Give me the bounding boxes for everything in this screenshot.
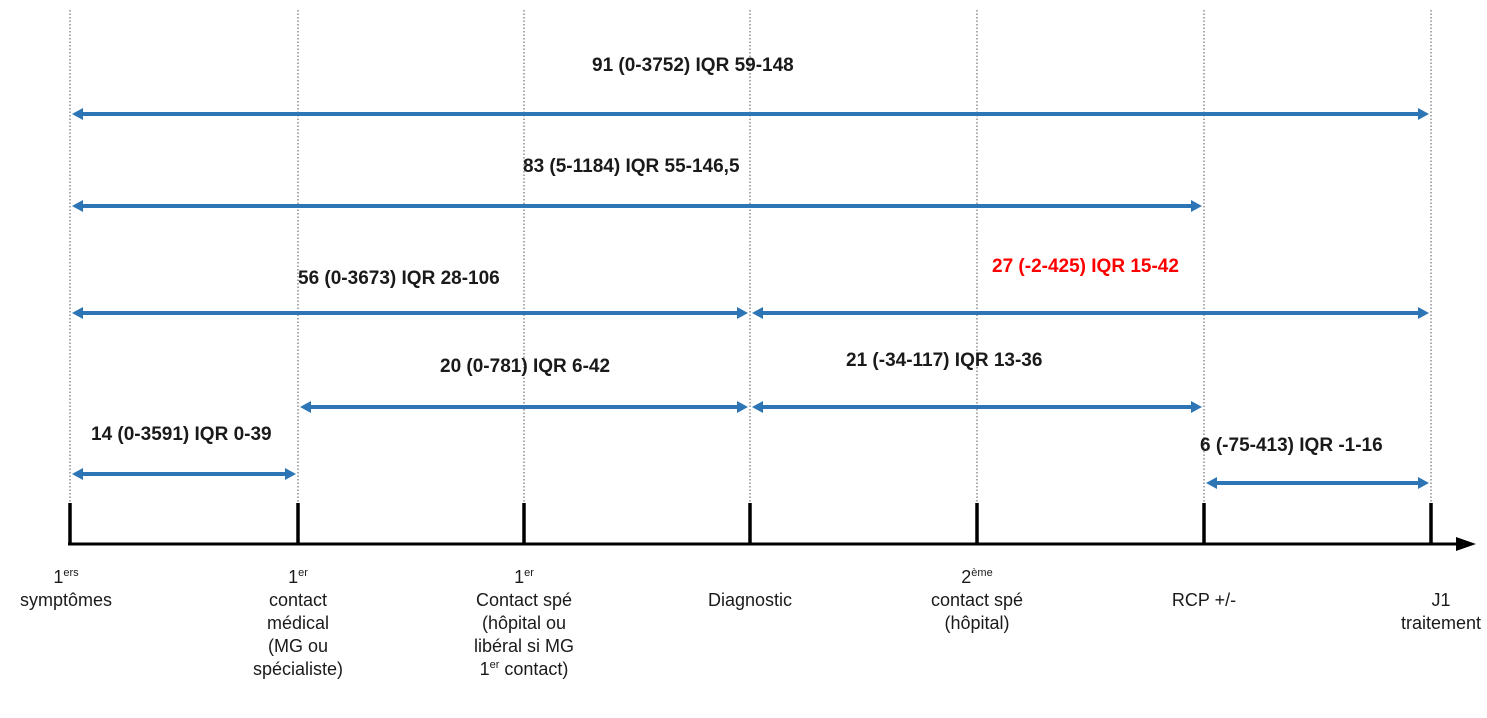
milestone-ordinal-suffix: er [524,567,534,579]
interval-label-6: 14 (0-3591) IQR 0-39 [91,424,272,445]
milestone-first-medical-contact: 1er contact médical (MG ou spécialiste) [223,566,373,681]
milestone-line: 1er [449,566,599,589]
milestone-ordinal-suffix: er [489,659,500,671]
interval-label-7: 6 (-75-413) IQR -1-16 [1200,435,1383,456]
milestone-ordinal: 1 [53,567,64,587]
milestone-line-rest: contact) [499,659,569,679]
interval-label-3: 27 (-2-425) IQR 15-42 [992,256,1179,277]
interval-arrow-head-left [72,307,83,319]
axis-arrowhead [1456,537,1476,551]
interval-arrow-2 [72,307,748,319]
milestone-ordinal-suffix: ème [971,567,993,579]
interval-label-0: 91 (0-3752) IQR 59-148 [592,55,794,76]
milestone-ordinal-suffix: er [298,567,308,579]
milestone-diagnostic: Diagnostic [675,589,825,612]
milestone-j1-treatment: J1 traitement [1366,589,1487,635]
milestone-ordinal: 1 [288,567,299,587]
milestone-line: 1er contact) [449,658,599,681]
interval-arrow-1 [72,200,1202,212]
milestone-ordinal: 1 [479,659,490,679]
milestone-line: Diagnostic [707,590,793,610]
interval-arrow-head-left [300,401,311,413]
milestone-first-symptoms: 1ers symptômes [0,566,141,612]
milestone-line: 1er [223,566,373,589]
interval-arrow-head-right [285,468,296,480]
interval-arrow-4 [300,401,748,413]
timeline-axis [68,503,1476,551]
interval-arrow-3 [752,307,1429,319]
milestone-line: (hôpital) [944,613,1010,633]
interval-arrow-head-left [752,307,763,319]
interval-arrow-head-right [737,401,748,413]
milestone-line: spécialiste) [252,659,344,679]
milestone-line: 2ème [902,566,1052,589]
milestone-line: Contact spé [475,590,573,610]
milestone-line: (MG ou [267,636,328,656]
milestone-line: J1 [1431,590,1451,610]
milestone-ordinal: 2 [961,567,972,587]
interval-arrow-head-left [752,401,763,413]
interval-arrows [72,108,1429,489]
interval-arrow-head-right [737,307,748,319]
milestone-second-specialist-contact: 2ème contact spé (hôpital) [902,566,1052,635]
milestone-line: libéral si MG [473,636,575,656]
interval-arrow-head-right [1191,200,1202,212]
milestone-ordinal-suffix: ers [63,567,79,579]
interval-arrow-0 [72,108,1429,120]
interval-arrow-head-right [1418,307,1429,319]
interval-arrow-head-right [1418,108,1429,120]
interval-label-2: 56 (0-3673) IQR 28-106 [298,268,500,289]
milestone-ordinal: 1 [514,567,525,587]
milestone-line: médical [266,613,330,633]
milestone-rcp: RCP +/- [1129,589,1279,612]
milestone-line: 1ers [0,566,141,589]
interval-arrow-head-left [1206,477,1217,489]
interval-arrow-5 [752,401,1202,413]
milestone-first-specialist-contact: 1er Contact spé (hôpital ou libéral si MG 1e… [449,566,599,681]
interval-arrow-head-left [72,108,83,120]
interval-arrow-head-left [72,200,83,212]
interval-arrow-head-right [1191,401,1202,413]
guide-lines [69,10,1432,504]
milestone-line: (hôpital ou [481,613,567,633]
milestone-line: symptômes [19,590,113,610]
milestone-line: contact [268,590,328,610]
milestone-line: RCP +/- [1171,590,1237,610]
milestone-line: traitement [1400,613,1482,633]
interval-label-5: 21 (-34-117) IQR 13-36 [846,350,1043,371]
milestone-line: contact spé [930,590,1024,610]
interval-arrow-head-left [72,468,83,480]
interval-arrow-6 [72,468,296,480]
interval-label-4: 20 (0-781) IQR 6-42 [440,356,611,377]
interval-label-1: 83 (5-1184) IQR 55-146,5 [523,156,740,177]
interval-arrow-head-right [1418,477,1429,489]
interval-arrow-7 [1206,477,1429,489]
